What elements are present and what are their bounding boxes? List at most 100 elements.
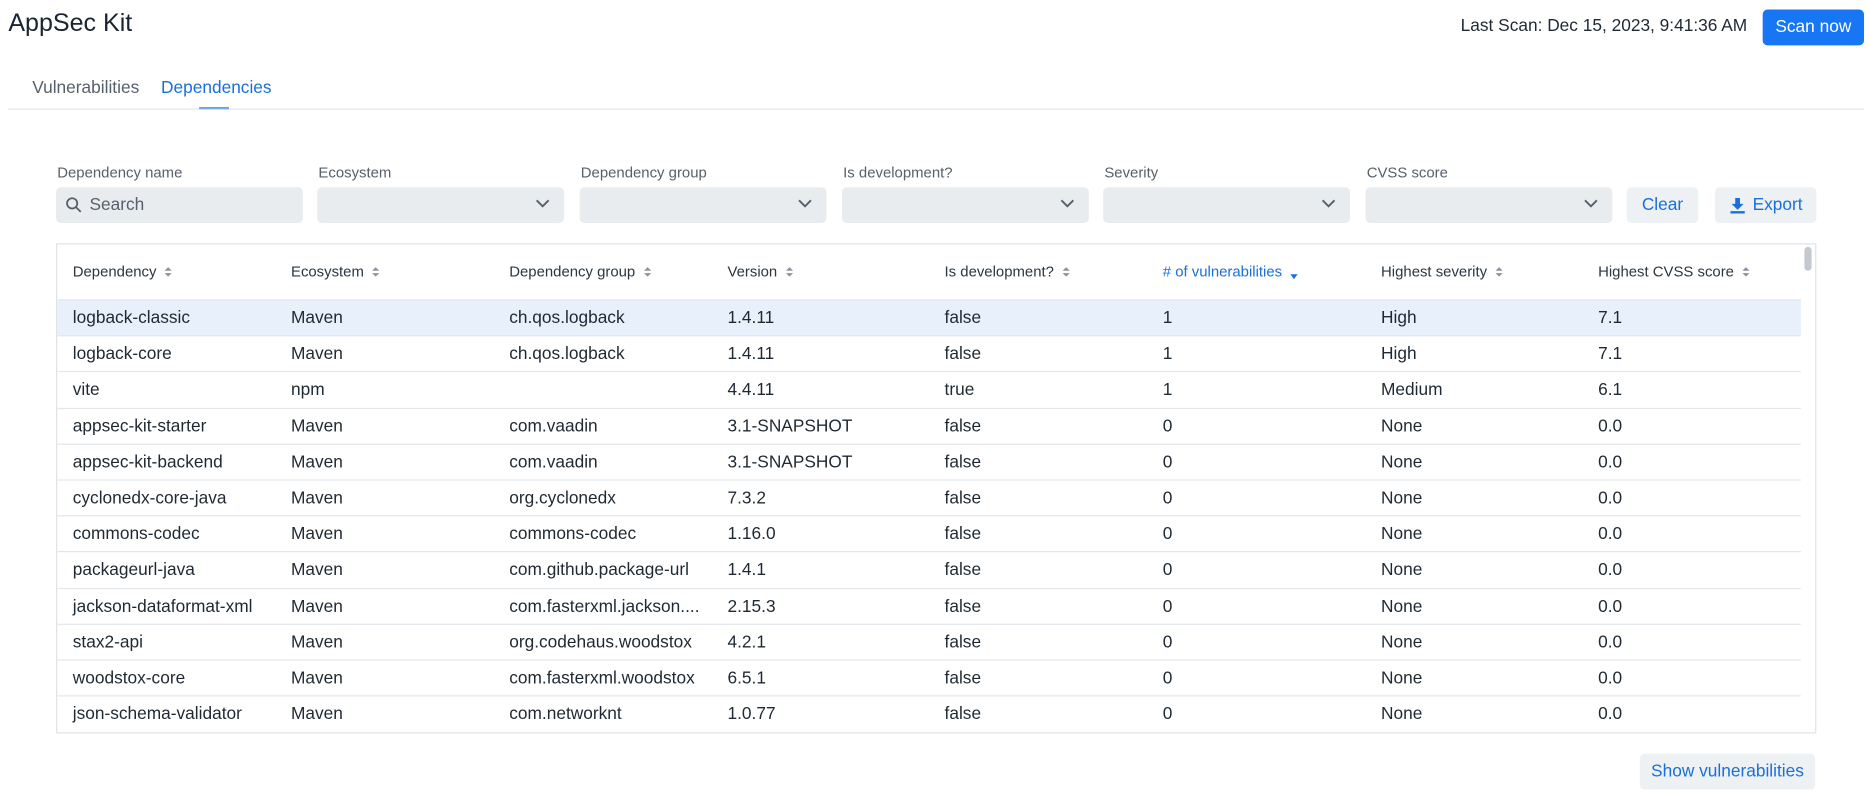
table-cell: 4.4.11 — [727, 380, 775, 400]
search-field[interactable]: Search — [56, 187, 303, 224]
combo-box[interactable] — [841, 187, 1089, 224]
table-cell: Maven — [290, 560, 343, 581]
combo-box[interactable] — [1103, 187, 1351, 224]
table-cell: com.fasterxml.jackson.... — [509, 597, 700, 617]
table-row[interactable]: appsec-kit-starter Maven com.vaadin 3.1-SNA… — [57, 407, 1801, 444]
table-cell: 4.2.1 — [727, 633, 766, 653]
table-row[interactable]: logback-core Maven ch.qos.logback 1.4.11 fal… — [57, 335, 1801, 372]
table-cell: commons-codec — [72, 524, 200, 545]
table-cell: ch.qos.logback — [509, 308, 625, 328]
table-cell: 7.1 — [1598, 344, 1623, 364]
table-cell: 0.0 — [1598, 416, 1623, 437]
column-header-label: Is development? — [944, 263, 1054, 281]
table-cell: 0.0 — [1598, 560, 1623, 581]
combo-box[interactable] — [579, 187, 827, 224]
table-cell: 6.1 — [1598, 380, 1623, 400]
table-cell: vite — [72, 380, 100, 400]
sort-icon[interactable] — [164, 266, 174, 278]
table-cell: com.vaadin — [509, 416, 598, 437]
table-row[interactable]: vite npm 4.4.11 true 1 Medium 6.1 — [57, 371, 1801, 408]
table-cell: com.networknt — [509, 705, 622, 725]
column-header[interactable]: # of vulnerabilities — [1163, 264, 1299, 280]
filter-label: Severity — [1104, 164, 1159, 182]
column-header-label: Dependency group — [509, 263, 636, 281]
table-cell: Maven — [290, 524, 343, 545]
table-cell: false — [944, 416, 982, 437]
table-row[interactable]: logback-classic Maven ch.qos.logback 1.4.11… — [57, 299, 1801, 337]
table-cell: Maven — [290, 308, 343, 328]
table-cell: 1.4.11 — [727, 344, 775, 364]
combo-box[interactable] — [1365, 187, 1613, 224]
table-cell: 0 — [1162, 705, 1173, 725]
table-cell: stax2-api — [72, 633, 143, 653]
table-row[interactable]: stax2-api Maven org.codehaus.woodstox 4.2.1… — [57, 623, 1801, 660]
table-cell: logback-classic — [72, 308, 191, 328]
table-row[interactable]: json-schema-validator Maven com.networknt 1… — [57, 695, 1801, 733]
table-row[interactable]: cyclonedx-core-java Maven org.cyclonedx 7.3… — [57, 479, 1801, 516]
table-cell: false — [944, 488, 982, 509]
table-cell: com.github.package-url — [509, 560, 690, 581]
table-cell: 0.0 — [1598, 452, 1623, 473]
column-header-label: Highest CVSS score — [1598, 263, 1734, 281]
sort-icon[interactable] — [1289, 268, 1299, 280]
table-cell: packageurl-java — [72, 560, 195, 581]
column-header[interactable]: Dependency group — [509, 263, 652, 281]
sort-icon[interactable] — [1741, 266, 1751, 278]
export-icon — [1729, 197, 1745, 214]
table-cell: 0.0 — [1598, 669, 1623, 689]
table-cell: High — [1381, 344, 1417, 364]
scrollbar[interactable] — [1804, 246, 1812, 271]
table-cell: 0 — [1162, 669, 1173, 689]
table-row[interactable]: appsec-kit-backend Maven com.vaadin 3.1-SNA… — [57, 443, 1801, 480]
table-cell: org.codehaus.woodstox — [509, 633, 692, 653]
sort-icon[interactable] — [1494, 266, 1504, 278]
tab[interactable]: Dependencies — [161, 78, 272, 98]
table-cell: Maven — [290, 669, 343, 689]
filter-label: Is development? — [843, 164, 953, 182]
filter-label: CVSS score — [1366, 164, 1448, 182]
table-cell: 0.0 — [1598, 488, 1623, 509]
table-cell: 3.1-SNAPSHOT — [727, 452, 853, 473]
combo-box[interactable] — [317, 187, 565, 224]
table-cell: cyclonedx-core-java — [72, 488, 227, 509]
table-cell: npm — [290, 380, 325, 400]
sort-icon[interactable] — [371, 266, 381, 278]
show-vulnerabilities-button[interactable]: Show vulnerabilities — [1639, 753, 1816, 790]
scan-button[interactable]: Scan now — [1762, 9, 1865, 46]
column-header[interactable]: Highest severity — [1381, 264, 1504, 280]
table-cell: None — [1381, 452, 1423, 473]
table-row[interactable]: packageurl-java Maven com.github.package-u… — [57, 551, 1801, 588]
column-header[interactable]: Version — [727, 264, 794, 280]
table-cell: 1.4.1 — [727, 560, 766, 581]
table-cell: false — [944, 633, 982, 653]
table-row[interactable]: commons-codec Maven commons-codec 1.16.0 fal… — [57, 515, 1801, 552]
export-button[interactable]: Export — [1714, 187, 1817, 224]
table-row[interactable]: woodstox-core Maven com.fasterxml.woodstox… — [57, 659, 1801, 697]
column-header[interactable]: Highest CVSS score — [1598, 263, 1751, 281]
table-cell: Maven — [290, 344, 343, 364]
table-cell: false — [944, 597, 982, 617]
column-header[interactable]: Ecosystem — [291, 264, 381, 280]
table-cell: 0 — [1162, 488, 1173, 509]
filter-label: Ecosystem — [318, 164, 392, 182]
table-cell: false — [944, 669, 982, 689]
table-cell: 0 — [1162, 597, 1173, 617]
table-cell: Maven — [290, 705, 343, 725]
sort-icon[interactable] — [784, 266, 794, 278]
table-cell: logback-core — [72, 344, 172, 364]
tab-indicator — [199, 107, 229, 110]
table-cell: 0.0 — [1598, 705, 1623, 725]
tab[interactable]: Vulnerabilities — [32, 78, 140, 98]
divider — [8, 108, 1865, 110]
column-header[interactable]: Dependency — [73, 264, 174, 280]
sort-icon[interactable] — [642, 266, 652, 278]
table-row[interactable]: jackson-dataformat-xml Maven com.fasterxml… — [57, 587, 1801, 624]
table-cell: 7.3.2 — [727, 488, 766, 509]
table-cell: 1.0.77 — [727, 705, 776, 725]
sort-icon[interactable] — [1061, 266, 1071, 278]
column-header[interactable]: Is development? — [944, 263, 1071, 281]
table-cell: High — [1381, 308, 1417, 328]
table-cell: None — [1381, 597, 1423, 617]
clear-button[interactable]: Clear — [1626, 187, 1699, 224]
